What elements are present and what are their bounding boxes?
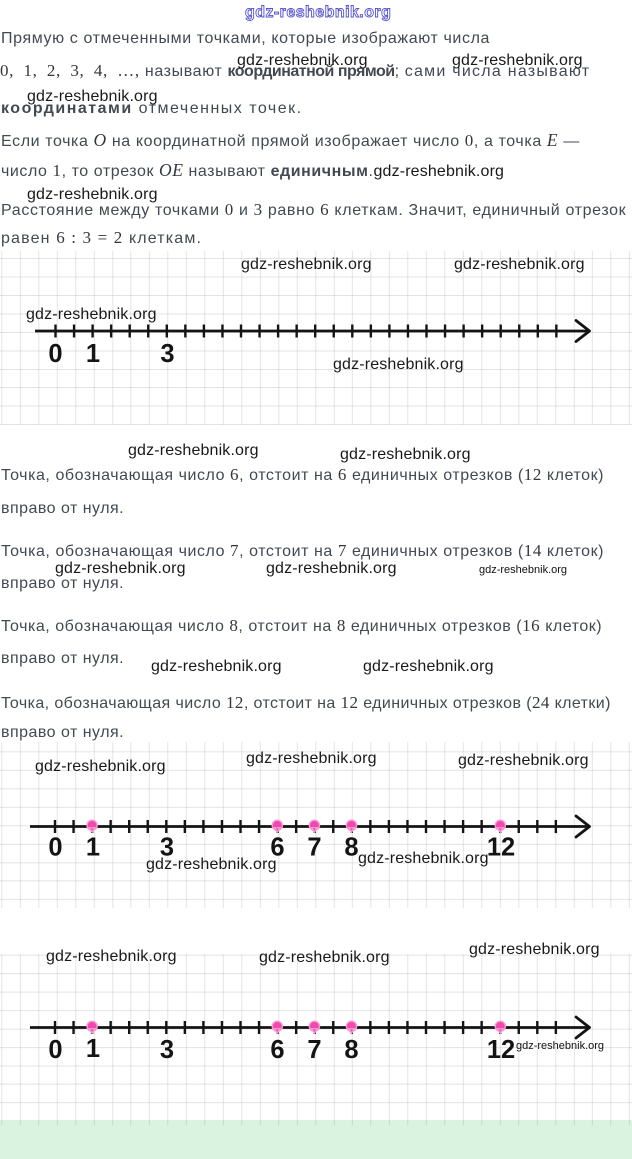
svg-text:8: 8: [344, 834, 358, 862]
svg-text:1: 1: [86, 340, 100, 368]
svg-text:0: 0: [48, 834, 62, 862]
svg-text:0: 0: [48, 1036, 62, 1064]
svg-text:6: 6: [270, 834, 284, 862]
svg-text:7: 7: [307, 834, 321, 862]
svg-text:1: 1: [86, 834, 100, 862]
svg-text:12: 12: [487, 1036, 515, 1064]
svg-text:7: 7: [307, 1036, 321, 1064]
svg-text:3: 3: [160, 834, 174, 862]
svg-text:3: 3: [160, 340, 174, 368]
svg-text:0: 0: [48, 340, 62, 368]
svg-text:12: 12: [487, 834, 515, 862]
svg-text:6: 6: [270, 1036, 284, 1064]
svg-text:1: 1: [86, 1035, 100, 1063]
svg-text:8: 8: [344, 1036, 358, 1064]
svg-text:3: 3: [160, 1036, 174, 1064]
